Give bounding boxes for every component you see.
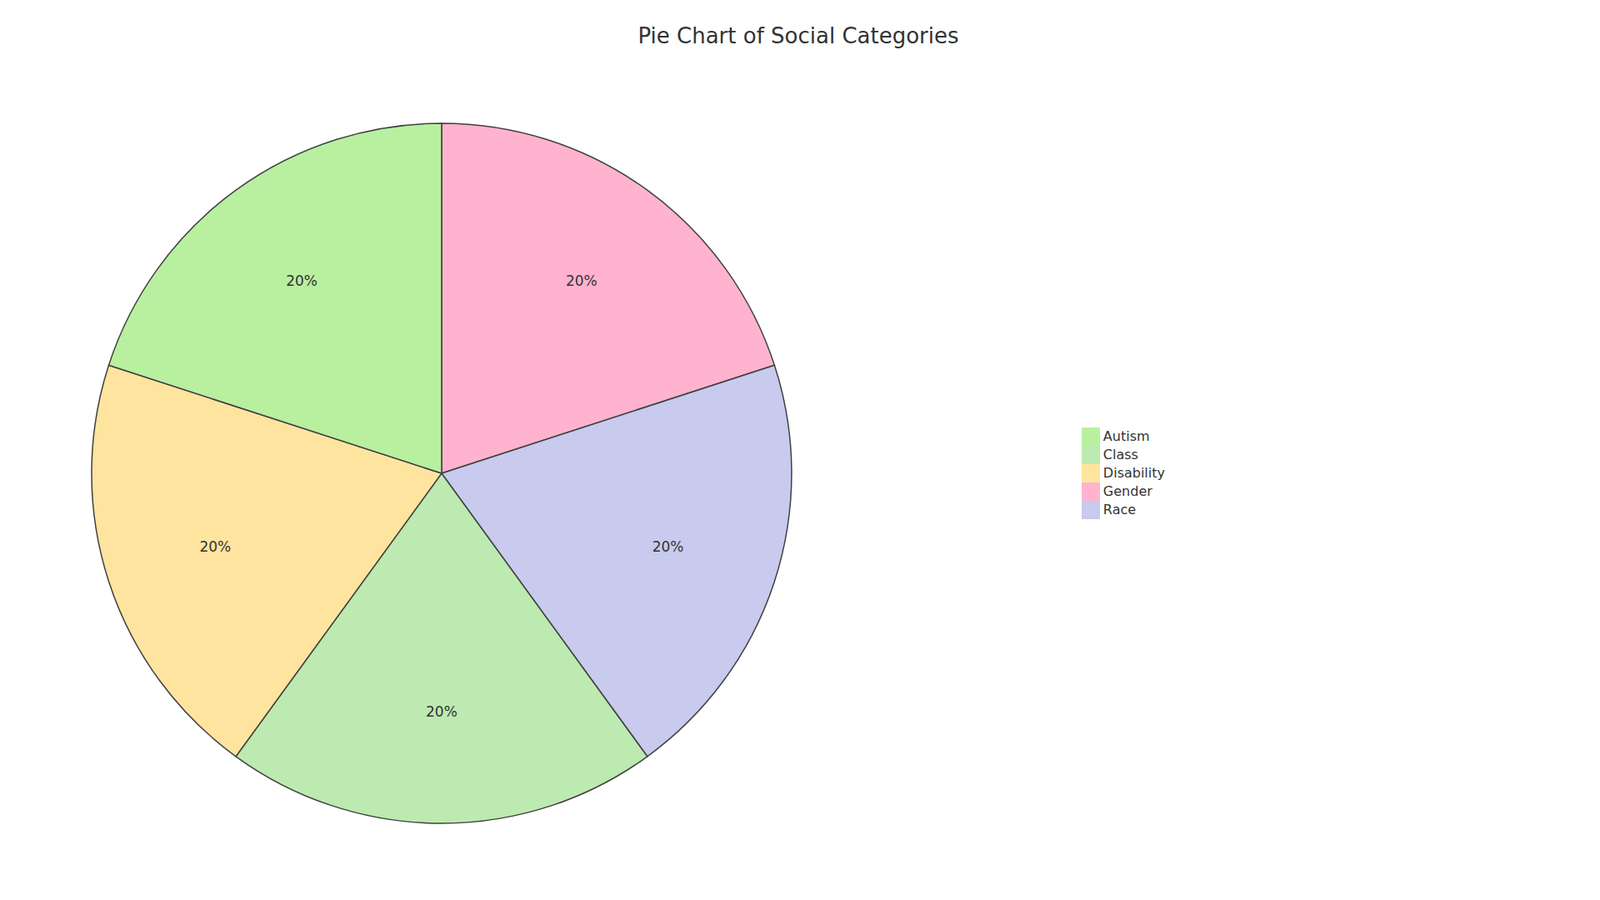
- html-text:Race: Race: [1103, 501, 1136, 518]
- svg-text:20%: 20%: [199, 538, 231, 555]
- svg-text:20%: 20%: [565, 272, 598, 290]
- svg-text:20%: 20%: [425, 703, 458, 720]
- html-text:Pie Chart of Social Categories: Pie Chart of Social Categories: [637, 23, 959, 49]
- svg-text:20%: 20%: [285, 272, 318, 290]
- html-text:Autism: Autism: [1103, 427, 1150, 444]
- svg-text:20%: 20%: [652, 538, 685, 555]
- html-text:Gender: Gender: [1103, 482, 1153, 499]
- html-text:Disability: Disability: [1103, 464, 1165, 481]
- html-text:Class: Class: [1103, 446, 1139, 463]
